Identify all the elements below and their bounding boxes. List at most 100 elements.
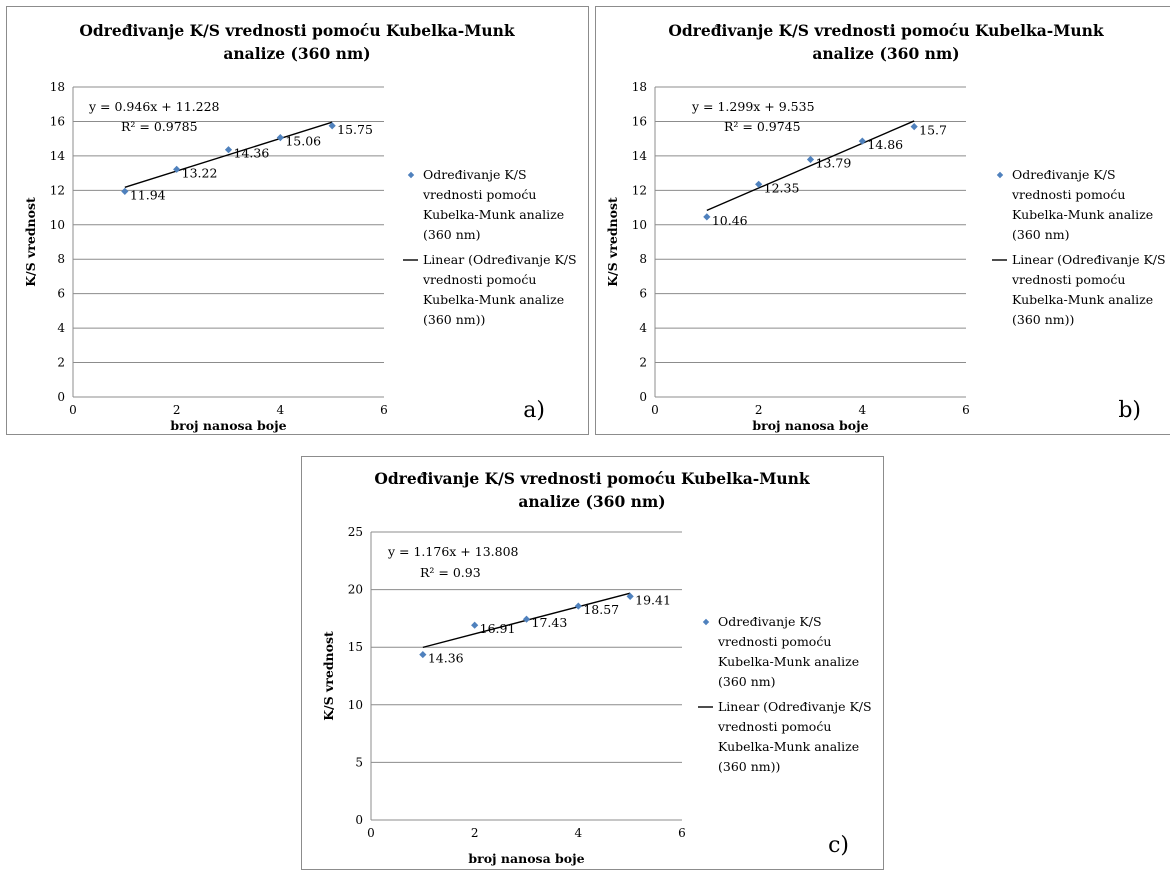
data-point: [910, 123, 918, 131]
y-tick-label: 5: [355, 755, 363, 769]
data-point: [858, 137, 866, 145]
y-tick-label: 15: [348, 640, 363, 654]
data-point: [522, 615, 531, 623]
legend-series-text: Određivanje K/S: [718, 614, 822, 629]
y-tick-label: 0: [355, 813, 363, 827]
data-label: 15.7: [919, 123, 947, 138]
legend-trend-text: vrednosti pomoću: [717, 719, 831, 734]
x-tick-label: 0: [651, 403, 659, 417]
legend-series-text: Određivanje K/S: [1012, 167, 1116, 182]
data-label: 14.36: [234, 146, 270, 161]
data-label: 13.22: [182, 165, 218, 180]
y-tick-label: 8: [639, 252, 647, 266]
y-tick-label: 6: [57, 287, 65, 301]
data-label: 10.46: [712, 213, 748, 228]
y-tick-label: 14: [632, 149, 648, 163]
chart-title-line: Određivanje K/S vrednosti pomoću Kubelka…: [79, 21, 515, 40]
data-point: [806, 155, 815, 164]
data-point: [276, 134, 284, 142]
chart-panel-c: Određivanje K/S vrednosti pomoću Kubelka…: [301, 456, 884, 870]
legend-series-text: (360 nm): [1012, 227, 1070, 242]
legend-series-text: (360 nm): [718, 674, 776, 689]
x-tick-label: 4: [277, 403, 285, 417]
trend-r2: R² = 0.93: [420, 565, 481, 580]
chart-a-svg: Određivanje K/S vrednosti pomoću Kubelka…: [23, 21, 577, 433]
data-label: 18.57: [583, 602, 619, 617]
y-tick-label: 25: [348, 525, 363, 539]
trendline: [706, 120, 915, 212]
legend-marker-series: [407, 171, 415, 179]
legend-series-text: vrednosti pomoću: [717, 634, 831, 649]
data-point: [703, 213, 711, 221]
legend-series-text: Kubelka-Munk analize: [718, 654, 859, 669]
data-point: [224, 146, 233, 154]
y-tick-label: 18: [50, 80, 65, 94]
legend-trend-text: Linear (Određivanje K/S: [718, 699, 872, 714]
legend-series-text: Kubelka-Munk analize: [1012, 207, 1153, 222]
chart-panel-a: Određivanje K/S vrednosti pomoću Kubelka…: [6, 6, 589, 435]
x-tick-label: 6: [962, 403, 970, 417]
chart-panel-b: Određivanje K/S vrednosti pomoću Kubelka…: [595, 6, 1170, 435]
legend-series-text: (360 nm): [423, 227, 481, 242]
trend-equation: y = 0.946x + 11.228: [88, 99, 220, 114]
data-label: 14.86: [867, 137, 903, 152]
legend-series-text: vrednosti pomoću: [422, 187, 536, 202]
data-point: [121, 187, 129, 195]
x-tick-label: 2: [755, 403, 763, 417]
legend-series-text: vrednosti pomoću: [1011, 187, 1125, 202]
x-axis-title: broj nanosa boje: [468, 851, 584, 866]
x-tick-label: 2: [471, 826, 479, 840]
chart-b-svg: Određivanje K/S vrednosti pomoću Kubelka…: [605, 21, 1166, 433]
y-axis-title: K/S vrednost: [321, 631, 336, 721]
data-point: [419, 650, 427, 659]
x-axis-title: broj nanosa boje: [752, 418, 868, 433]
data-label: 12.35: [764, 180, 800, 195]
legend-trend-text: vrednosti pomoću: [1011, 272, 1125, 287]
legend-trend-text: Kubelka-Munk analize: [718, 739, 859, 754]
data-point: [173, 165, 181, 173]
y-tick-label: 8: [57, 252, 65, 266]
x-tick-label: 4: [575, 826, 583, 840]
y-tick-label: 16: [50, 114, 65, 128]
y-tick-label: 2: [639, 356, 647, 370]
x-axis-title: broj nanosa boje: [170, 418, 286, 433]
legend-trend-text: (360 nm)): [1012, 312, 1074, 327]
data-label: 14.36: [428, 651, 464, 666]
x-tick-label: 0: [367, 826, 375, 840]
y-tick-label: 20: [348, 583, 363, 597]
legend-trend-text: Linear (Određivanje K/S: [1012, 252, 1166, 267]
legend-trend-text: vrednosti pomoću: [422, 272, 536, 287]
chart-title-line: Određivanje K/S vrednosti pomoću Kubelka…: [374, 469, 810, 488]
x-tick-label: 6: [380, 403, 388, 417]
data-label: 15.75: [337, 122, 373, 137]
y-axis-title: K/S vrednost: [605, 197, 620, 287]
panel-label: c): [828, 833, 849, 858]
trend-r2: R² = 0.9785: [121, 119, 198, 134]
y-tick-label: 10: [348, 698, 363, 712]
data-label: 13.79: [816, 156, 852, 171]
y-tick-label: 0: [639, 390, 647, 404]
legend-trend-text: (360 nm)): [718, 759, 780, 774]
y-tick-label: 12: [50, 183, 65, 197]
legend-marker-series: [996, 171, 1004, 179]
trend-equation: y = 1.176x + 13.808: [387, 544, 519, 559]
data-label: 19.41: [635, 592, 671, 607]
y-tick-label: 16: [632, 114, 647, 128]
x-tick-label: 0: [69, 403, 77, 417]
y-tick-label: 2: [57, 356, 65, 370]
legend-trend-text: Kubelka-Munk analize: [1012, 292, 1153, 307]
y-tick-label: 10: [50, 218, 65, 232]
data-label: 16.91: [480, 621, 516, 636]
y-tick-label: 6: [639, 287, 647, 301]
y-tick-label: 14: [50, 149, 66, 163]
x-tick-label: 2: [173, 403, 181, 417]
panel-label: b): [1118, 398, 1141, 423]
y-tick-label: 0: [57, 390, 65, 404]
chart-title-line: analize (360 nm): [518, 492, 665, 511]
y-tick-label: 10: [632, 218, 647, 232]
trend-equation: y = 1.299x + 9.535: [691, 99, 815, 114]
y-tick-label: 12: [632, 183, 647, 197]
data-label: 15.06: [285, 134, 321, 149]
chart-title-line: analize (360 nm): [812, 44, 959, 63]
legend-trend-text: Kubelka-Munk analize: [423, 292, 564, 307]
